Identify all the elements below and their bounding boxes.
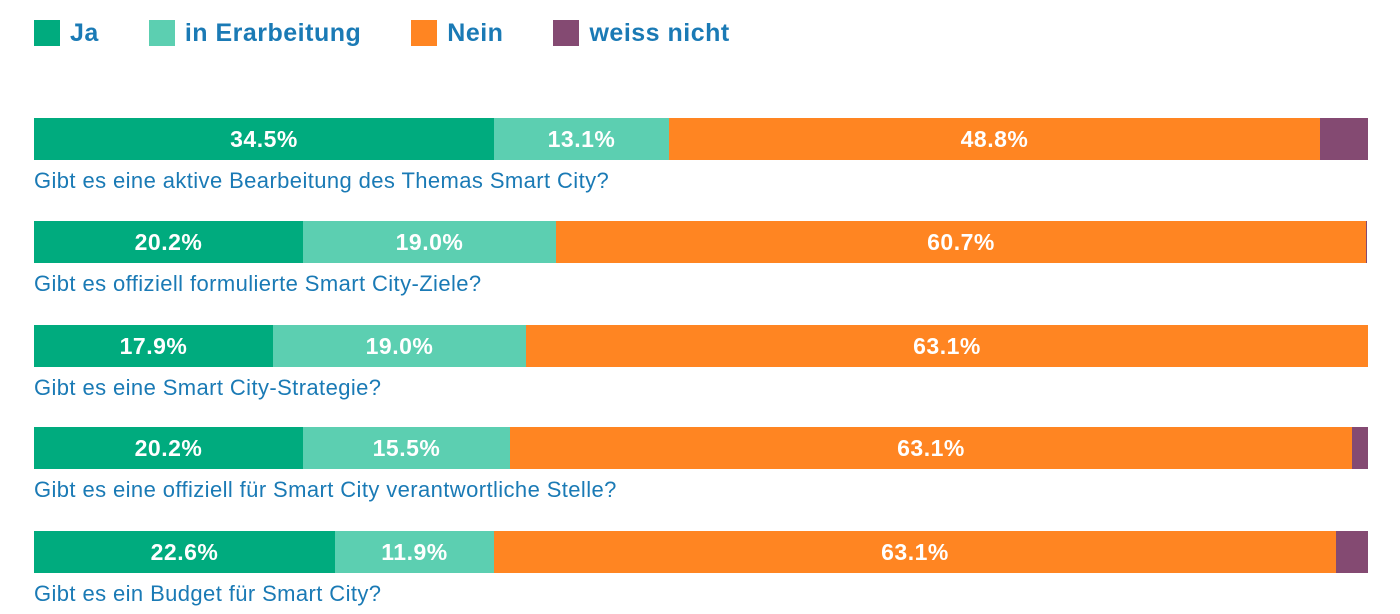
- bar-segment-ja: 20.2%: [34, 221, 303, 263]
- data-label: 19.0%: [395, 228, 464, 255]
- stacked-bar: 20.2% 19.0% 60.7%: [34, 221, 1368, 263]
- data-label: 13.1%: [547, 125, 616, 152]
- data-label: 60.7%: [927, 228, 995, 255]
- legend-item-nein: Nein: [411, 19, 503, 48]
- data-label: 22.6%: [150, 538, 219, 565]
- legend-item-weiss-nicht: weiss nicht: [553, 19, 729, 48]
- bar-row: 20.2% 15.5% 63.1% Gibt es eine offiziell fü…: [34, 427, 1368, 503]
- bar-row: 17.9% 19.0% 63.1% Gibt es eine Smart City-S…: [34, 325, 1368, 401]
- bar-segment-in-erarbeitung: 11.9%: [335, 531, 494, 573]
- legend-label-weiss-nicht: weiss nicht: [589, 18, 730, 47]
- category-label: Gibt es eine offiziell für Smart City ve…: [34, 477, 617, 502]
- stacked-bar: 20.2% 15.5% 63.1%: [34, 427, 1368, 469]
- legend-label-ja: Ja: [70, 18, 99, 47]
- data-label: 20.2%: [134, 434, 203, 461]
- legend-item-in-erarbeitung: in Erarbeitung: [148, 18, 362, 48]
- bar-segment-ja: 22.6%: [34, 531, 335, 573]
- data-label: 63.1%: [881, 538, 949, 565]
- category-label: Gibt es ein Budget für Smart City?: [34, 581, 382, 606]
- category-label: Gibt es eine Smart City-Strategie?: [34, 375, 382, 400]
- bar-segment-weiss-nicht: [1366, 221, 1367, 263]
- bar-segment-ja: 34.5%: [34, 118, 494, 160]
- legend-swatch-nein: [411, 20, 438, 46]
- legend-label-nein: Nein: [447, 18, 504, 47]
- data-label: 20.2%: [134, 228, 203, 255]
- legend-item-ja: Ja: [34, 19, 99, 48]
- bar-row: 22.6% 11.9% 63.1% Gibt es ein Budget für Sm…: [34, 531, 1368, 607]
- data-label: 11.9%: [381, 538, 448, 565]
- bar-segment-in-erarbeitung: 19.0%: [273, 325, 526, 367]
- stacked-bar: 34.5% 13.1% 48.8%: [34, 118, 1368, 160]
- bar-segment-weiss-nicht: [1320, 118, 1368, 160]
- bar-segment-weiss-nicht: [1352, 427, 1368, 469]
- category-label: Gibt es eine aktive Bearbeitung des Them…: [34, 168, 610, 193]
- bar-row: 34.5% 13.1% 48.8% Gibt es eine aktive Bearb…: [34, 118, 1368, 194]
- data-label: 48.8%: [960, 125, 1029, 152]
- bar-segment-nein: 63.1%: [510, 427, 1352, 469]
- bar-segment-weiss-nicht: [1336, 531, 1368, 573]
- data-label: 63.1%: [913, 332, 981, 359]
- bar-segment-nein: 63.1%: [494, 531, 1336, 573]
- bar-segment-in-erarbeitung: 19.0%: [303, 221, 556, 263]
- stacked-bar: 17.9% 19.0% 63.1%: [34, 325, 1368, 367]
- bar-segment-in-erarbeitung: 15.5%: [303, 427, 510, 469]
- data-label: 34.5%: [230, 125, 298, 152]
- stacked-bar: 22.6% 11.9% 63.1%: [34, 531, 1368, 573]
- category-label: Gibt es offiziell formulierte Smart City…: [34, 271, 482, 296]
- data-label: 19.0%: [365, 332, 434, 359]
- bar-segment-nein: 63.1%: [526, 325, 1368, 367]
- legend-swatch-weiss-nicht: [553, 20, 580, 46]
- bar-segment-in-erarbeitung: 13.1%: [494, 118, 669, 160]
- legend-swatch-in-erarbeitung: [148, 20, 175, 46]
- bar-segment-nein: 60.7%: [556, 221, 1366, 263]
- data-label: 17.9%: [119, 332, 188, 359]
- legend-swatch-ja: [34, 20, 60, 46]
- data-label: 15.5%: [372, 434, 441, 461]
- bar-segment-ja: 20.2%: [34, 427, 303, 469]
- data-label: 63.1%: [897, 434, 965, 461]
- bar-segment-ja: 17.9%: [34, 325, 273, 367]
- chart-legend: Ja in Erarbeitung Nein weiss nicht: [34, 18, 780, 48]
- legend-label-in-erarbeitung: in Erarbeitung: [184, 18, 362, 47]
- bar-row: 20.2% 19.0% 60.7% Gibt es offiziell formuli…: [34, 221, 1368, 297]
- bar-segment-nein: 48.8%: [669, 118, 1320, 160]
